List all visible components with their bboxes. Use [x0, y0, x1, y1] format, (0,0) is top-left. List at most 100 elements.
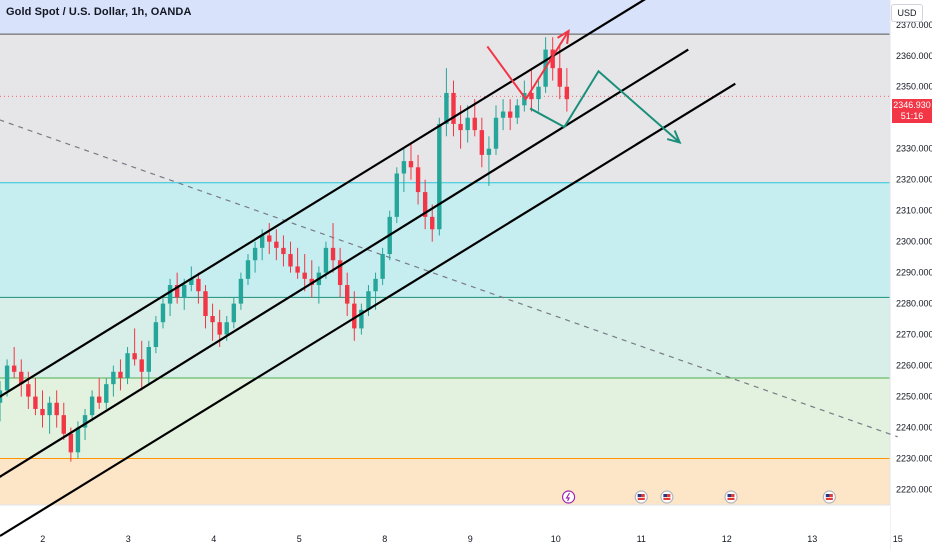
candle-body[interactable] [274, 241, 279, 248]
candle-body[interactable] [323, 247, 329, 273]
zone-orange-band [0, 458, 890, 505]
y-tick-label: 2320.000 [896, 175, 932, 185]
candle-body[interactable] [522, 92, 527, 106]
candle-body[interactable] [550, 49, 555, 69]
candle-body[interactable] [437, 123, 442, 230]
x-tick-label: 9 [468, 534, 473, 544]
time-axis-panel [0, 505, 890, 550]
candle-body[interactable] [500, 111, 506, 118]
candle-body[interactable] [430, 216, 435, 230]
candle-body[interactable] [196, 278, 201, 292]
y-tick-label: 2280.000 [896, 299, 932, 309]
candle-body[interactable] [444, 92, 449, 124]
candle-body[interactable] [536, 86, 541, 100]
candle-body[interactable] [97, 396, 102, 403]
candle-body[interactable] [40, 408, 45, 416]
candle-body[interactable] [75, 427, 81, 453]
candle-body[interactable] [238, 278, 244, 304]
candle-body[interactable] [302, 272, 307, 279]
candle-body[interactable] [401, 161, 407, 174]
channel-line[interactable] [0, 82, 736, 537]
channel-line[interactable] [0, 48, 689, 530]
y-tick-label: 2250.000 [896, 392, 932, 402]
candle-body[interactable] [26, 384, 31, 397]
y-tick-label: 2290.000 [896, 268, 932, 278]
candle-body[interactable] [203, 291, 208, 317]
candle-body[interactable] [295, 266, 300, 273]
candle-body[interactable] [19, 371, 24, 385]
currency-button[interactable]: USD [891, 4, 923, 22]
candle-body[interactable] [359, 309, 364, 329]
candle-body[interactable] [337, 260, 343, 286]
candle-body[interactable] [493, 117, 499, 149]
dashed-trendline[interactable] [0, 90, 898, 438]
candle-body[interactable] [139, 359, 144, 372]
candle-body[interactable] [146, 346, 152, 372]
x-tick-label: 5 [297, 534, 302, 544]
candle-body[interactable] [373, 278, 378, 292]
candle-body[interactable] [564, 86, 570, 100]
candle-body[interactable] [415, 167, 421, 193]
candle-body[interactable] [345, 285, 350, 304]
candle-body[interactable] [259, 235, 265, 248]
candle-body[interactable] [47, 402, 52, 416]
candle-body[interactable] [89, 396, 95, 416]
candle-body[interactable] [422, 192, 428, 217]
zone-teal-band [0, 297, 890, 378]
candle-body[interactable] [4, 365, 10, 391]
candle-body[interactable] [82, 415, 88, 428]
candle-body[interactable] [182, 285, 187, 298]
candle-body[interactable] [33, 396, 38, 409]
candle-body[interactable] [160, 303, 166, 323]
candle-body[interactable] [479, 130, 485, 155]
candle-body[interactable] [224, 322, 229, 335]
candle-body[interactable] [557, 68, 562, 87]
candle-body[interactable] [104, 384, 109, 403]
candle-body[interactable] [252, 247, 258, 261]
candle-body[interactable] [465, 117, 470, 131]
candle-body[interactable] [281, 247, 286, 255]
candle-body[interactable] [309, 278, 314, 286]
candle-body[interactable] [245, 260, 251, 279]
candle-body[interactable] [167, 285, 173, 304]
lightning-glyph [565, 492, 571, 502]
candle-body[interactable] [529, 92, 534, 100]
x-tick-label: 12 [722, 534, 732, 544]
candle-body[interactable] [125, 353, 130, 378]
candle-body[interactable] [451, 92, 456, 124]
candle-body[interactable] [61, 415, 66, 434]
lightning-event-icon[interactable] [561, 490, 576, 504]
x-tick-label: 2 [40, 534, 45, 544]
last-price-value: 2346.930 [893, 100, 931, 110]
candle-body[interactable] [111, 371, 116, 385]
candle-body[interactable] [352, 303, 357, 329]
candle-body[interactable] [515, 105, 520, 118]
candle-body[interactable] [189, 278, 194, 286]
x-tick-label: 15 [893, 534, 903, 544]
candle-body[interactable] [132, 353, 137, 360]
candle-body[interactable] [288, 254, 293, 267]
channel-line[interactable] [0, 0, 684, 449]
candle-body[interactable] [472, 117, 477, 131]
candle-body[interactable] [486, 148, 492, 155]
candle-body[interactable] [118, 371, 123, 378]
candle-body[interactable] [153, 322, 159, 347]
teal-projection-path[interactable] [529, 69, 681, 144]
candle-body[interactable] [507, 111, 513, 118]
candle-body[interactable] [458, 123, 463, 131]
candle-body[interactable] [210, 316, 215, 323]
candle-body[interactable] [366, 291, 371, 310]
candle-body[interactable] [408, 161, 414, 168]
candle-body[interactable] [54, 402, 59, 416]
candle-body[interactable] [330, 247, 336, 261]
red-projection-path[interactable] [486, 30, 570, 101]
candle-body[interactable] [174, 285, 180, 298]
candle-body[interactable] [68, 433, 74, 453]
candle-body[interactable] [217, 322, 222, 335]
candle-body[interactable] [394, 173, 400, 217]
candle-body[interactable] [380, 254, 385, 279]
candle-body[interactable] [11, 365, 17, 372]
candle-body[interactable] [267, 235, 272, 242]
candle-body[interactable] [231, 303, 237, 323]
